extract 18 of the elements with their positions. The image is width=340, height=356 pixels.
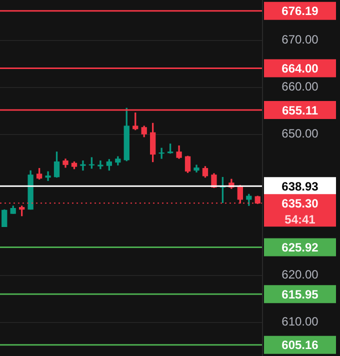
ref-line-label: 676.19 [282, 4, 319, 18]
candlestick [98, 160, 104, 170]
y-tick-label: 660.00 [282, 79, 319, 94]
y-tick-label: 650.00 [282, 126, 319, 140]
y-tick-label: 620.00 [282, 267, 319, 282]
y-tick-label: 670.00 [282, 32, 319, 46]
text: 54:41 [284, 212, 316, 226]
candlestick [45, 171, 51, 181]
ref-line-label: 605.16 [282, 338, 319, 352]
ref-line-label: 655.11 [282, 103, 318, 118]
ref-line-label: 635.30 [282, 196, 319, 210]
candlestick [158, 148, 164, 159]
y-tick-label: 610.00 [282, 314, 319, 328]
ref-line-label: 638.93 [282, 179, 319, 194]
ref-line-label: 625.92 [282, 240, 319, 255]
ref-line-label: 615.95 [282, 287, 319, 302]
ref-line-label: 664.00 [282, 62, 319, 76]
candlestick [80, 160, 86, 171]
